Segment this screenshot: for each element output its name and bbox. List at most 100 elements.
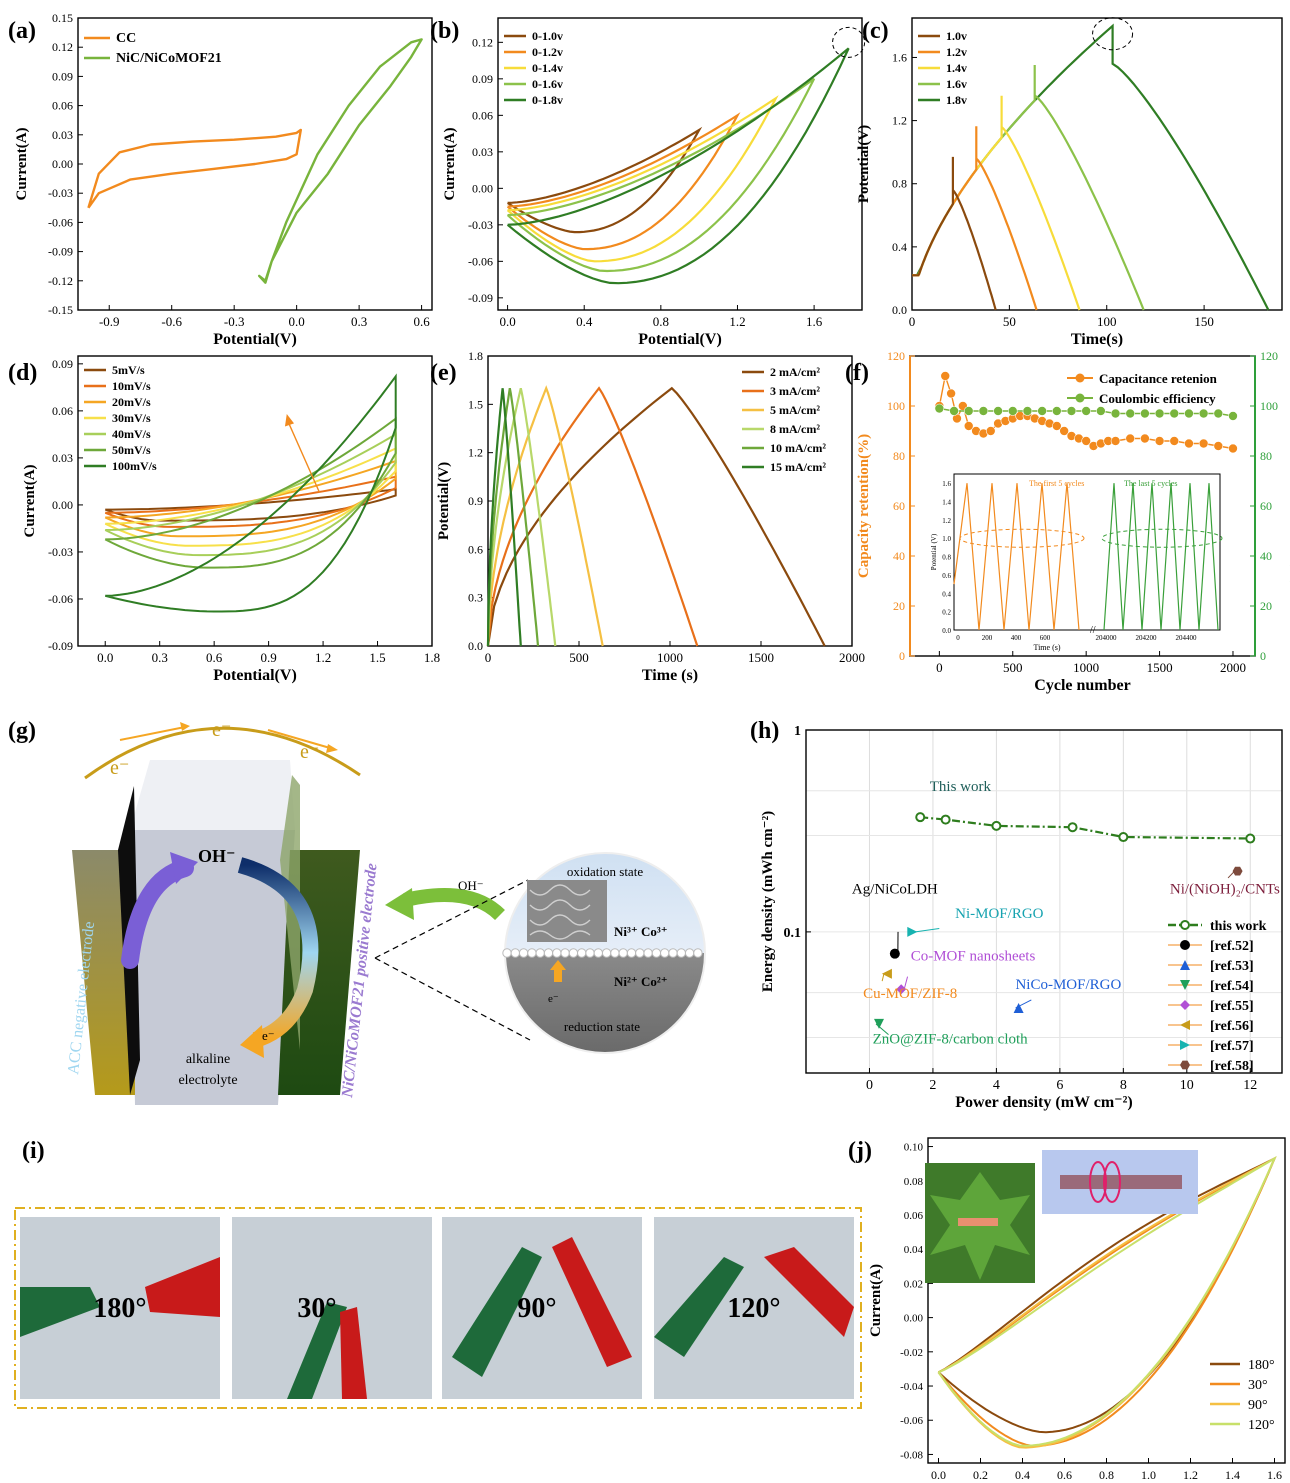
y-tick-label: 0.09 (52, 69, 73, 83)
annotation-leader (903, 976, 909, 990)
x-tick-label: 0.8 (1099, 1468, 1114, 1482)
x-tick-label: 10 (1180, 1078, 1194, 1093)
ref-marker (896, 984, 907, 995)
x-tick-label: 1.2 (729, 314, 745, 329)
chart-h: 0 2 4 6 8 10 12 Power density (mW cm⁻²) Energy d… (750, 718, 1283, 1111)
y-tick-label-right: 60 (1260, 499, 1272, 513)
photo-tile: 180° (20, 1217, 220, 1399)
x-tick-label: 12 (1243, 1078, 1257, 1093)
x-tick-label: 1.6 (806, 314, 823, 329)
ion-bead (618, 948, 628, 958)
ref-marker (907, 926, 918, 937)
inset-x-tick-label: 204400 (1176, 634, 1198, 642)
electrolyte-top (130, 760, 295, 830)
legend-label: 0-1.2v (532, 45, 563, 59)
legend-label: 180° (1248, 1358, 1275, 1373)
data-point (1184, 408, 1194, 419)
chart-b: 0.0 0.4 0.8 1.2 1.6 -0.09 -0.06 -0.03 0.00 0.03 0.… (430, 17, 866, 348)
x-tick-label: 0 (866, 1078, 873, 1093)
data-point (1140, 433, 1150, 444)
y-tick-label: -0.03 (48, 545, 73, 559)
panel-label: (h) (750, 718, 779, 744)
oh-label: OH⁻ (198, 846, 236, 866)
oh-diffusion-arrow (403, 888, 505, 921)
this-work-point (1245, 833, 1256, 844)
ion-bead (651, 948, 662, 958)
schematic-panel-g: (g) e⁻ e⁻ e⁻ (8, 718, 706, 1105)
plot-frame (497, 17, 863, 311)
data-point (1066, 406, 1077, 416)
arrowhead-icon (284, 414, 295, 427)
panel-label: (d) (8, 360, 37, 386)
y-axis-label: Current(A) (442, 127, 458, 200)
y-tick-label: 0.00 (52, 498, 73, 512)
legend-label: 0-1.4v (532, 61, 563, 75)
series-line-2 (912, 95, 1081, 311)
x-tick-label: 1.5 (369, 650, 385, 665)
x-tick-label: 100 (1097, 314, 1117, 329)
clip-icon (1089, 1161, 1107, 1203)
x-tick-label: 0.0 (931, 1468, 946, 1482)
data-point (1052, 421, 1062, 431)
device-on-leaf (958, 1218, 998, 1226)
y-tick-label: 0.06 (52, 99, 73, 113)
series-line-1 (258, 38, 423, 284)
y-tick-label: 0.0 (468, 639, 483, 653)
y-tick-label: 0.06 (904, 1210, 924, 1222)
y-axis-label: Potential(V) (436, 462, 452, 540)
electron-up-arrow-icon (554, 968, 562, 982)
x-tick-label: 150 (1194, 314, 1214, 329)
ion-bead (668, 948, 678, 958)
y-tick-label: 0.06 (52, 404, 73, 418)
legend-label: 5 mA/cm² (770, 403, 820, 417)
inset-frame (953, 473, 1221, 631)
legend-label: CC (116, 31, 136, 46)
legend-label: 10 mA/cm² (770, 441, 826, 455)
inset-series-first (953, 483, 1080, 631)
legend-label: 40mV/s (112, 427, 151, 441)
y-tick-label-left: 100 (887, 399, 905, 413)
y-tick-label-left: 0 (899, 649, 905, 663)
bend-angle-label: 180° (93, 1293, 146, 1324)
ref-annotation: Ni/(NiOH)₂/CNTs (1170, 881, 1280, 897)
ion-beads (502, 948, 703, 958)
panel-label: (e) (430, 360, 457, 386)
y-tick-label: 0.06 (472, 108, 493, 122)
red-clip (552, 1237, 632, 1367)
x-tick-label: 0.6 (413, 314, 430, 329)
x-tick-label: 0.6 (1057, 1468, 1072, 1482)
x-tick-label: 0.9 (260, 650, 276, 665)
sem-texture (529, 884, 591, 940)
data-point (949, 406, 959, 416)
ref-marker (1180, 1040, 1190, 1050)
ref-annotation: Ag/NiCoLDH (852, 881, 938, 897)
panel-label-g: (g) (8, 718, 36, 744)
x-tick-label: 0 (936, 660, 943, 675)
inset-x-axis-label: Time (s) (1033, 643, 1060, 652)
x-tick-label: 1000 (1073, 660, 1099, 675)
x-tick-label: 0.8 (653, 314, 669, 329)
red-clip (145, 1257, 220, 1317)
series-line-1 (506, 112, 741, 251)
y-axis-label-left: Capacity retention(%) (856, 434, 872, 578)
y-tick-label: -0.15 (48, 303, 73, 317)
y-tick-label: -0.03 (468, 218, 493, 232)
ref-marker (1180, 980, 1190, 990)
data-point (1213, 441, 1224, 451)
legend-label: 0-1.6v (532, 77, 563, 91)
series-line-3 (486, 387, 557, 647)
ion-bead (593, 948, 603, 958)
ion-bead (676, 948, 686, 958)
y-tick-label: 0.09 (52, 357, 73, 371)
inset-x-tick-label: 0 (956, 634, 960, 642)
data-point (1110, 436, 1121, 446)
data-point (1037, 406, 1047, 416)
photo-tile: 30° (232, 1217, 432, 1399)
annotation-leader (875, 1023, 889, 1035)
x-tick-label: 1.6 (1267, 1468, 1282, 1482)
ref-annotation: Cu-MOF/ZIF-8 (863, 986, 957, 1002)
y-tick-label-left: 60 (893, 499, 905, 513)
red-clip (340, 1307, 367, 1399)
panel-label: (a) (8, 18, 36, 44)
ion-bead (626, 948, 637, 958)
